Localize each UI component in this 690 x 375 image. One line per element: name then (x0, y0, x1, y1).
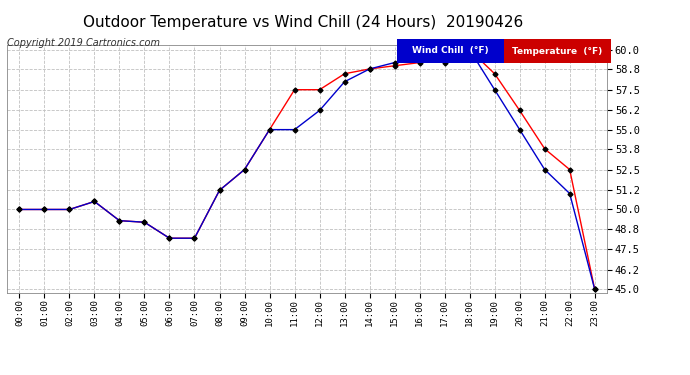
Text: Copyright 2019 Cartronics.com: Copyright 2019 Cartronics.com (7, 38, 160, 48)
Text: Outdoor Temperature vs Wind Chill (24 Hours)  20190426: Outdoor Temperature vs Wind Chill (24 Ho… (83, 15, 524, 30)
Text: Temperature  (°F): Temperature (°F) (512, 46, 602, 56)
Text: Wind Chill  (°F): Wind Chill (°F) (412, 46, 489, 56)
